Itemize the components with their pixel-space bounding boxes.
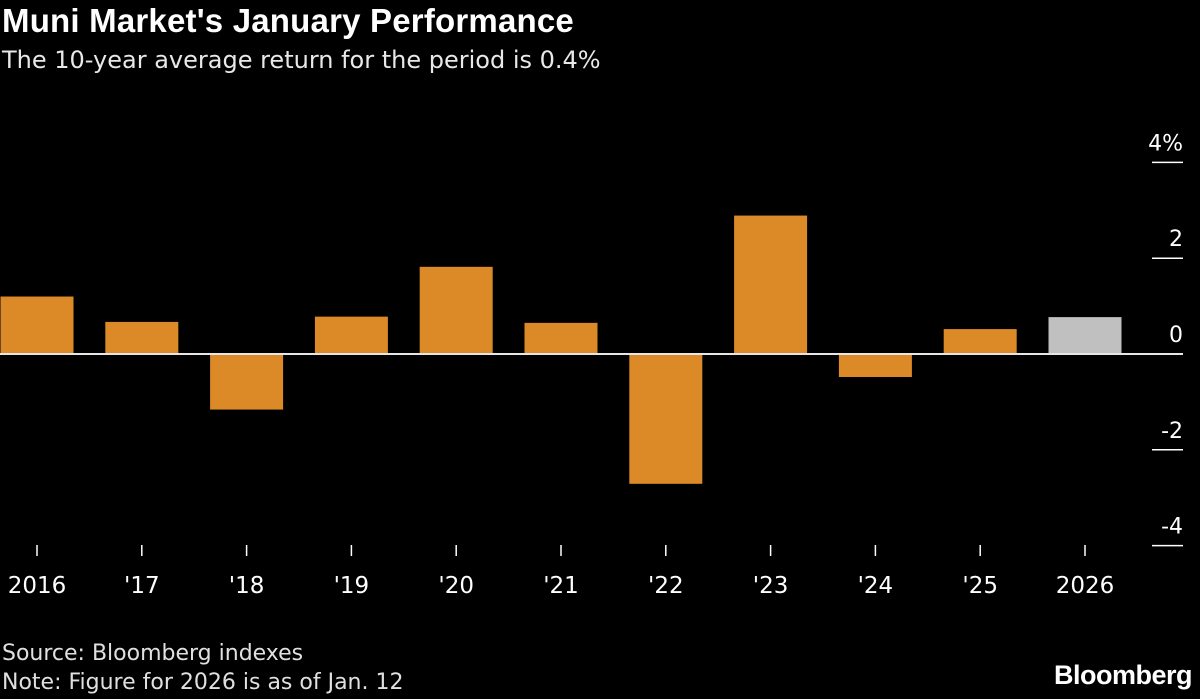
x-tick-label: '22 [648, 573, 684, 599]
bar-2016 [0, 296, 74, 354]
y-tick-label: -4 [1161, 515, 1183, 540]
x-tick-label: '25 [962, 573, 998, 599]
x-tick-label: '20 [438, 573, 474, 599]
x-tick-label: 2016 [8, 573, 67, 599]
x-tick-label: '18 [229, 573, 265, 599]
y-tick-label: 2 [1169, 227, 1183, 252]
chart-subtitle: The 10-year average return for the perio… [2, 46, 601, 74]
source-note: Source: Bloomberg indexes [2, 641, 304, 666]
footnote: Note: Figure for 2026 is as of Jan. 12 [2, 670, 404, 695]
bar-22 [629, 354, 703, 484]
bar-20 [419, 266, 493, 354]
x-tick-label: '21 [543, 573, 579, 599]
chart-title: Muni Market's January Performance [2, 2, 574, 39]
bar-18 [210, 354, 284, 410]
y-tick-label: 4% [1148, 131, 1183, 156]
bar-24 [838, 354, 912, 377]
bar-23 [734, 215, 808, 354]
x-tick-label: 2026 [1056, 573, 1115, 599]
x-tick-label: '23 [753, 573, 789, 599]
bar-21 [524, 322, 598, 354]
bloomberg-logo: Bloomberg [1053, 660, 1193, 690]
x-tick-label: '24 [858, 573, 894, 599]
x-tick-label: '19 [334, 573, 370, 599]
bar-17 [105, 321, 179, 354]
bar-2026 [1048, 317, 1122, 354]
y-tick-label: -2 [1161, 419, 1183, 444]
x-tick-label: '17 [124, 573, 160, 599]
y-tick-label: 0 [1169, 323, 1183, 348]
bar-19 [314, 316, 388, 354]
bar-chart: 4% 2 0 -2 -4 2016 '17 '18 '19 '20 '21 '22 '23 '24 '25 2… [0, 131, 1183, 599]
bar-25 [943, 329, 1017, 354]
